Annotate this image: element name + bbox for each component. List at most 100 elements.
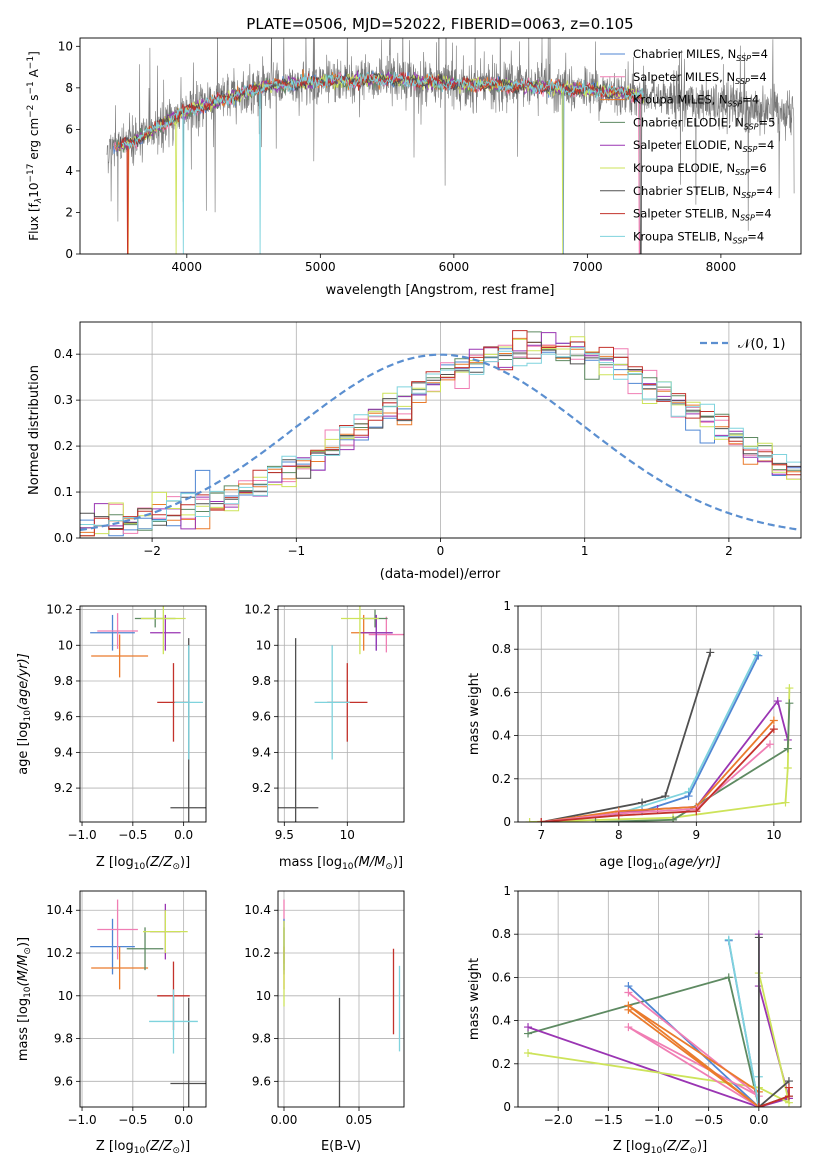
legend-entry: Salpeter STELIB, NSSP=4 — [633, 207, 772, 223]
weight-marker-kroupa_stelib — [724, 935, 733, 944]
weight-marker-kroupa_elodie — [781, 798, 790, 807]
weight-marker-kroupa_elodie — [525, 818, 534, 822]
model-spectrum-salpeter_stelib — [120, 71, 643, 254]
label-part: 10 — [342, 862, 354, 872]
legend-sub: SSP — [735, 77, 750, 86]
weight-marker-salpeter_stelib — [784, 1092, 793, 1101]
legend-eq: =4 — [756, 184, 773, 198]
label-part: )] — [697, 1139, 707, 1154]
legend-eq: =4 — [742, 93, 759, 107]
label-part: (Z/Z — [145, 1139, 173, 1154]
y-tick-label: 0.4 — [492, 729, 511, 743]
weight-line-salpeter_miles — [541, 743, 771, 822]
x-axis-label: wavelength [Angstrom, rest frame] — [326, 283, 555, 298]
y-axis-label: Normed distribution — [27, 365, 42, 495]
y-tick-label: 0.6 — [492, 970, 511, 984]
x-tick-label: −2 — [143, 544, 161, 558]
weight-line-salpeter_miles — [627, 991, 760, 1107]
legend-sub: SSP — [728, 100, 743, 109]
label-part: ⊙ — [385, 862, 393, 872]
y-tick-label: 10.4 — [244, 903, 271, 917]
plot-area — [106, 38, 795, 254]
model-spectrum-chabrier_stelib — [119, 68, 644, 254]
y-tick-label: 10.2 — [244, 603, 271, 617]
spectrum-axes: 4000 5000 6000 7000 8000 0 2 4 6 8 10 PLATE=0506, M… — [26, 15, 802, 298]
legend-label: Kroupa MILES, N — [633, 93, 728, 107]
x-tick-label: 0.0 — [174, 828, 193, 842]
x-tick-label: −1.5 — [594, 1113, 623, 1127]
weight-line-chabrier_elodie — [595, 703, 791, 822]
label-part: )] — [180, 1139, 190, 1154]
x-tick-label: 5000 — [305, 260, 336, 274]
label-part: 10 — [134, 1146, 146, 1156]
legend-sub: SSP — [741, 191, 756, 200]
label-part: ⊙ — [172, 862, 180, 872]
legend-entry: Chabrier MILES, NSSP=4 — [633, 47, 768, 63]
y-tick-label: 10 — [58, 638, 73, 652]
y-tick-label: 0 — [503, 815, 511, 829]
y-tick-label: 0.2 — [492, 772, 511, 786]
legend-entry: Salpeter ELODIE, NSSP=4 — [633, 138, 774, 154]
x-axis-label: E(B-V) — [321, 1139, 361, 1154]
y-tick-label: 10 — [58, 989, 73, 1003]
weight-marker-salpeter_stelib — [614, 811, 623, 820]
y-tick-label: 0.2 — [492, 1057, 511, 1071]
y-tick-label: 8 — [65, 81, 73, 95]
y-tick-label: 2 — [65, 205, 73, 219]
label-part: (Z/Z — [662, 1139, 690, 1154]
x-axis-label: (data-model)/error — [380, 567, 501, 582]
y-tick-label: 9.8 — [252, 1032, 271, 1046]
weight-marker-salpeter_stelib — [692, 807, 701, 816]
label-part: (M/M — [354, 855, 386, 870]
observed-spectrum-line — [106, 38, 795, 231]
y-axis-label: age [log10(age/yr)] — [16, 653, 33, 775]
x-tick-label: −1.0 — [67, 1113, 96, 1127]
x-axis-label: Z [log10(Z/Z⊙)] — [96, 855, 190, 872]
weight-marker-kroupa_miles — [624, 1001, 633, 1010]
legend-entry: Kroupa MILES, NSSP=4 — [633, 93, 759, 109]
x-tick-label: 8000 — [706, 260, 737, 274]
x-tick-label: 7 — [537, 828, 545, 842]
y-axis-label: mass weight — [467, 673, 482, 755]
label-part: mass [log — [16, 998, 31, 1061]
legend-label: Salpeter STELIB, N — [633, 207, 740, 221]
y-tick-label: 0 — [65, 247, 73, 261]
plot-area — [278, 606, 404, 822]
plot-area — [283, 899, 401, 1107]
x-tick-label: 9 — [693, 828, 701, 842]
plot-area — [90, 606, 206, 822]
mass-vs-EBV-axes: 0.00 0.05 9.6 9.8 10 10.2 10.4 E(B-V) — [244, 890, 405, 1154]
weight-marker-chabrier_elodie — [783, 744, 792, 753]
y-tick-label: 9.6 — [252, 1074, 271, 1088]
plot-area — [525, 648, 794, 822]
residuals-axes: −2 −1 0 1 2 0.0 0.1 0.2 0.3 0.4 (data-model)/error… — [27, 321, 802, 582]
histogram-kroupa_elodie — [80, 336, 801, 537]
y-tick-label: 0.4 — [492, 1014, 511, 1028]
legend-eq: =4 — [751, 47, 768, 61]
label-part: 10 — [652, 862, 664, 872]
histogram-salpeter_stelib — [80, 330, 801, 537]
y-tick-label: 10 — [58, 39, 73, 53]
x-tick-label: 0.05 — [346, 1113, 373, 1127]
x-tick-label: 10 — [766, 828, 781, 842]
x-tick-label: −0.5 — [694, 1113, 723, 1127]
x-tick-label: 8 — [615, 828, 623, 842]
weight-marker-kroupa_elodie — [783, 764, 792, 772]
label-part: (M/M — [16, 955, 31, 987]
weight-line-chabrier_stelib — [758, 937, 790, 1107]
weight-marker-salpeter_stelib — [769, 725, 778, 734]
weight-marker-chabrier_stelib — [706, 648, 715, 657]
ylabel-part: Flux [f — [27, 202, 41, 240]
legend-sub: SSP — [735, 168, 750, 177]
ylabel-sub: λ — [34, 198, 44, 204]
histogram-kroupa_stelib — [80, 347, 801, 530]
legend-label: Salpeter ELODIE, N — [633, 138, 743, 152]
y-axis-label: mass [log10(M/M⊙)] — [16, 937, 33, 1061]
weight-marker-salpeter_elodie — [524, 1023, 533, 1032]
label-part: age [log — [16, 722, 31, 775]
ylabel-part: ] — [27, 51, 41, 56]
legend-label: Kroupa ELODIE, N — [633, 161, 735, 175]
